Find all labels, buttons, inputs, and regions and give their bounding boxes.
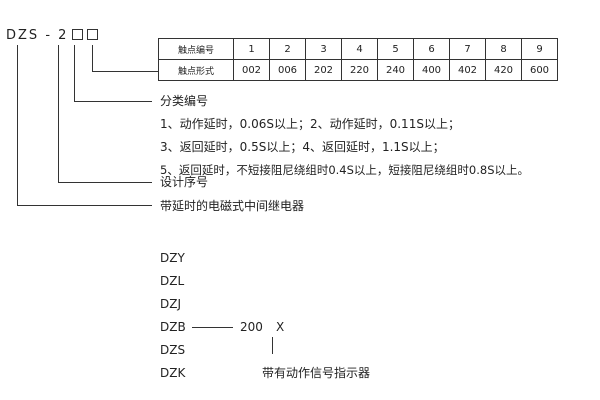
variant-item: DZB (160, 320, 186, 334)
table-cell: 420 (485, 59, 522, 81)
class-line: 5、返回延时，不短接阻尼绕组时0.4S以上，短接阻尼绕组时0.8S以上。 (160, 163, 529, 177)
table-cell: 1 (233, 38, 270, 60)
table-cell: 6 (413, 38, 450, 60)
table-header: 触点形式 (158, 59, 234, 81)
model-series: 2 (58, 28, 69, 43)
table-cell: 220 (341, 59, 378, 81)
connector-line (272, 337, 273, 354)
suffix-description: 带有动作信号指示器 (262, 366, 371, 380)
model-dash: - (45, 28, 53, 43)
table-cell: 006 (269, 59, 306, 81)
leader-line (17, 45, 18, 206)
variant-item: DZK (160, 366, 186, 380)
table-cell: 7 (449, 38, 486, 60)
table-cell: 9 (521, 38, 558, 60)
leader-line (17, 205, 152, 206)
class-line: 3、返回延时，0.5S以上；4、返回延时，1.1S以上； (160, 140, 445, 154)
type-description: 带延时的电磁式中间继电器 (160, 199, 305, 213)
table-cell: 4 (341, 38, 378, 60)
variant-item: DZS (160, 343, 186, 357)
table-cell: 400 (413, 59, 450, 81)
leader-line (58, 45, 59, 183)
contact-box (87, 29, 99, 40)
table-header: 触点编号 (158, 38, 234, 60)
connector-line (192, 327, 233, 328)
leader-line (58, 182, 152, 183)
model-code: DZS - 2 (6, 28, 99, 43)
table-cell: 3 (305, 38, 342, 60)
variant-item: DZL (160, 274, 185, 288)
variant-suffix: X (276, 320, 285, 334)
variant-item: DZJ (160, 297, 181, 311)
table-cell: 402 (449, 59, 486, 81)
table-row: 触点形式 002 006 202 220 240 400 402 420 600 (158, 59, 558, 81)
classification-label: 分类编号 (160, 94, 209, 108)
model-prefix: DZS (6, 28, 40, 43)
leader-line (74, 101, 152, 102)
class-box (72, 29, 84, 40)
leader-line (92, 45, 93, 72)
table-cell: 2 (269, 38, 306, 60)
table-cell: 240 (377, 59, 414, 81)
table-cell: 202 (305, 59, 342, 81)
table-cell: 600 (521, 59, 558, 81)
variant-code: 200 (240, 320, 263, 334)
leader-line (74, 45, 75, 102)
table-cell: 5 (377, 38, 414, 60)
table-cell: 002 (233, 59, 270, 81)
leader-line (92, 71, 158, 72)
table-cell: 8 (485, 38, 522, 60)
class-line: 1、动作延时，0.06S以上；2、动作延时，0.11S以上； (160, 117, 460, 131)
variant-item: DZY (160, 251, 185, 265)
design-number-label: 设计序号 (160, 175, 209, 189)
